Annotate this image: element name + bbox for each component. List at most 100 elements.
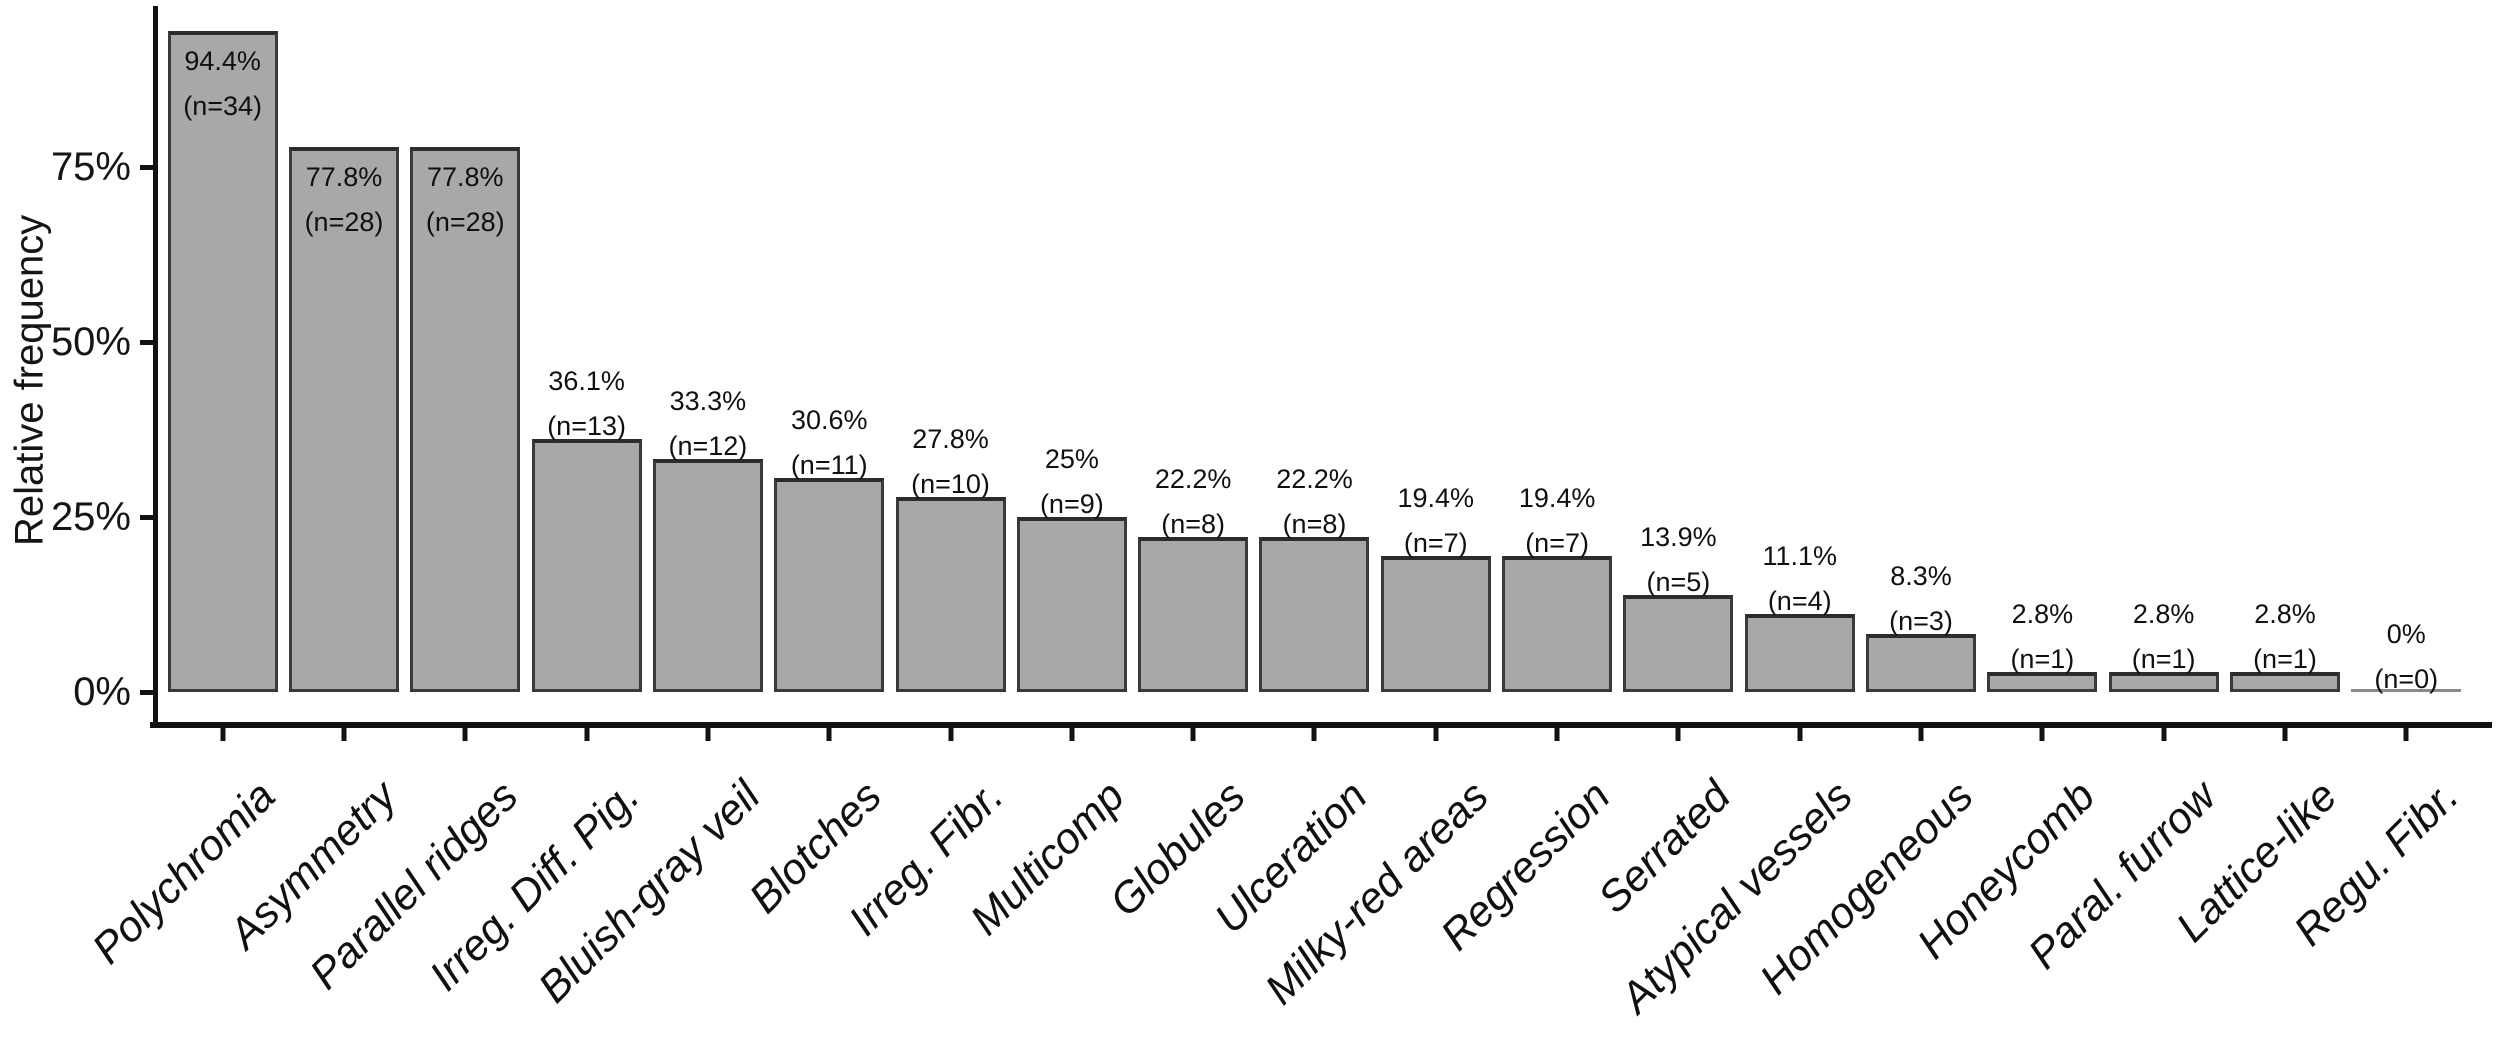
- x-tick-slot: Paral. furrow: [2019, 728, 2226, 1058]
- bar-percent-label: 22.2%: [1154, 464, 1232, 494]
- bar-percent-label: 11.1%: [1762, 541, 1837, 571]
- y-axis-line: [153, 6, 158, 728]
- x-tick-mark: [220, 728, 226, 741]
- bar-count-label: (n=28): [425, 207, 505, 237]
- bar-slot: 19.4% (n=7): [1375, 0, 1496, 692]
- y-tick-mark: [140, 690, 153, 695]
- bar: [2108, 672, 2219, 692]
- plot-area: 94.4% (n=34) 77.8% (n=28) 77.8% (n=28) 36.1% (n…: [162, 0, 2467, 694]
- bar-slot: 2.8% (n=1): [2103, 0, 2224, 692]
- bar-count-label: (n=8): [1161, 509, 1226, 539]
- bar-slot: 0% (n=0): [2346, 0, 2467, 694]
- bar-percent-label: 13.9%: [1640, 522, 1717, 552]
- bar-count-label: (n=28): [304, 207, 384, 237]
- x-tick-slot: Globules: [1101, 728, 1255, 1058]
- bar: [1623, 595, 1734, 692]
- bar-slot: 2.8% (n=1): [2224, 0, 2345, 692]
- bar-slot: 27.8% (n=10): [890, 0, 1011, 692]
- bar-count-label: (n=1): [2131, 644, 2196, 674]
- bar-percent-label: 19.4%: [1518, 483, 1596, 513]
- x-tick-slot: Bluish-gray veil: [530, 728, 770, 1058]
- bar-value-label-group: 22.2% (n=8): [1103, 457, 1283, 547]
- x-axis-line: [150, 722, 2492, 728]
- bar-value-label-group: 25% (n=9): [982, 437, 1162, 527]
- bar-value-label-group: 36.1% (n=13): [497, 359, 677, 449]
- bar-value-label-group: 30.6% (n=11): [739, 398, 919, 488]
- bar-count-label: (n=34): [183, 91, 263, 121]
- x-tick-mark: [2282, 728, 2288, 741]
- x-tick-slot: Irreg. Diff. Pig.: [420, 728, 649, 1058]
- x-tick-slot: Honeycomb: [1908, 728, 2104, 1058]
- x-tick-mark: [1311, 728, 1317, 741]
- bar-slot: 77.8% (n=28): [405, 0, 526, 692]
- bar-percent-label: 19.4%: [1397, 483, 1475, 513]
- x-tick-mark: [2039, 728, 2045, 741]
- x-tick-slot: Multicomp: [961, 728, 1134, 1058]
- bar-percent-label: 0%: [2386, 619, 2426, 649]
- y-tick-mark: [140, 340, 153, 345]
- x-tick-mark: [948, 728, 954, 741]
- x-tick-mark: [2403, 728, 2409, 741]
- bar-value-label-group: 13.9% (n=5): [1588, 515, 1768, 605]
- x-tick-mark: [584, 728, 590, 741]
- x-tick-slot: Irreg. Fibr.: [839, 728, 1012, 1058]
- bar-slot: 22.2% (n=8): [1133, 0, 1254, 692]
- bar-count-label: (n=10): [911, 469, 990, 499]
- bar-percent-label: 2.8%: [2132, 599, 2195, 629]
- bar-percent-label: 2.8%: [2254, 599, 2316, 629]
- x-tick-mark: [705, 728, 711, 741]
- bar: [1987, 672, 2098, 692]
- y-axis-title: Relative frequency: [7, 214, 52, 546]
- x-tick-mark: [1433, 728, 1439, 741]
- bar: [2351, 689, 2462, 692]
- y-tick-label: 0%: [73, 670, 131, 714]
- y-tick-mark: [140, 165, 153, 170]
- bar-count-label: (n=0): [2374, 664, 2439, 694]
- bar: [652, 459, 763, 692]
- x-tick-mark: [1554, 728, 1560, 741]
- bar: [2229, 672, 2340, 692]
- x-tick-mark: [1190, 728, 1196, 741]
- bar: [1380, 556, 1491, 692]
- x-tick-slot: Atypical vessels: [1611, 728, 1862, 1058]
- bar-slot: 2.8% (n=1): [1982, 0, 2103, 692]
- x-tick-slot: Blotches: [741, 728, 891, 1058]
- y-tick-label: 50%: [50, 320, 131, 364]
- x-tick-slot: Homogeneous: [1751, 728, 1983, 1058]
- bar-value-label-group: 19.4% (n=7): [1467, 476, 1647, 566]
- bar-count-label: (n=11): [790, 450, 868, 480]
- bar-count-label: (n=7): [1525, 528, 1589, 558]
- bar-value-label-group: 2.8% (n=1): [2195, 592, 2375, 682]
- x-tick-slot: Asymmetry: [220, 728, 406, 1058]
- y-tick-label: 25%: [50, 495, 131, 539]
- bar-count-label: (n=12): [668, 431, 748, 461]
- bar-slot: 77.8% (n=28): [283, 0, 404, 692]
- bar-percent-label: 77.8%: [305, 162, 383, 192]
- x-tick-mark: [2161, 728, 2167, 741]
- bar: [531, 439, 642, 692]
- bar-percent-label: 77.8%: [427, 162, 504, 192]
- bar: [1016, 517, 1127, 692]
- bar-slot: 94.4% (n=34): [162, 0, 283, 692]
- bar-value-label-group: 8.3% (n=3): [1831, 554, 2011, 644]
- bar-percent-label: 27.8%: [912, 424, 989, 454]
- x-tick-mark: [826, 728, 832, 741]
- bar: [1866, 634, 1977, 692]
- bar-percent-label: 30.6%: [790, 405, 868, 435]
- bar-slot: 22.2% (n=8): [1254, 0, 1375, 692]
- bar-slot: 13.9% (n=5): [1618, 0, 1739, 692]
- bar-value-label-group: 77.8% (n=28): [254, 155, 434, 245]
- bar: [1259, 537, 1370, 692]
- x-tick-slot: Polychromia: [83, 728, 285, 1058]
- bar-count-label: (n=9): [1039, 489, 1104, 519]
- x-tick-mark: [1069, 728, 1075, 741]
- bar: [774, 478, 885, 692]
- bar: [167, 31, 278, 692]
- bar-slot: 25% (n=9): [1011, 0, 1132, 692]
- bar-slot: 19.4% (n=7): [1496, 0, 1617, 692]
- y-tick-mark: [140, 515, 153, 520]
- bar-slot: 11.1% (n=4): [1739, 0, 1860, 692]
- bar-percent-label: 36.1%: [548, 366, 625, 396]
- bar-count-label: (n=5): [1646, 567, 1711, 597]
- x-tick-mark: [1797, 728, 1803, 741]
